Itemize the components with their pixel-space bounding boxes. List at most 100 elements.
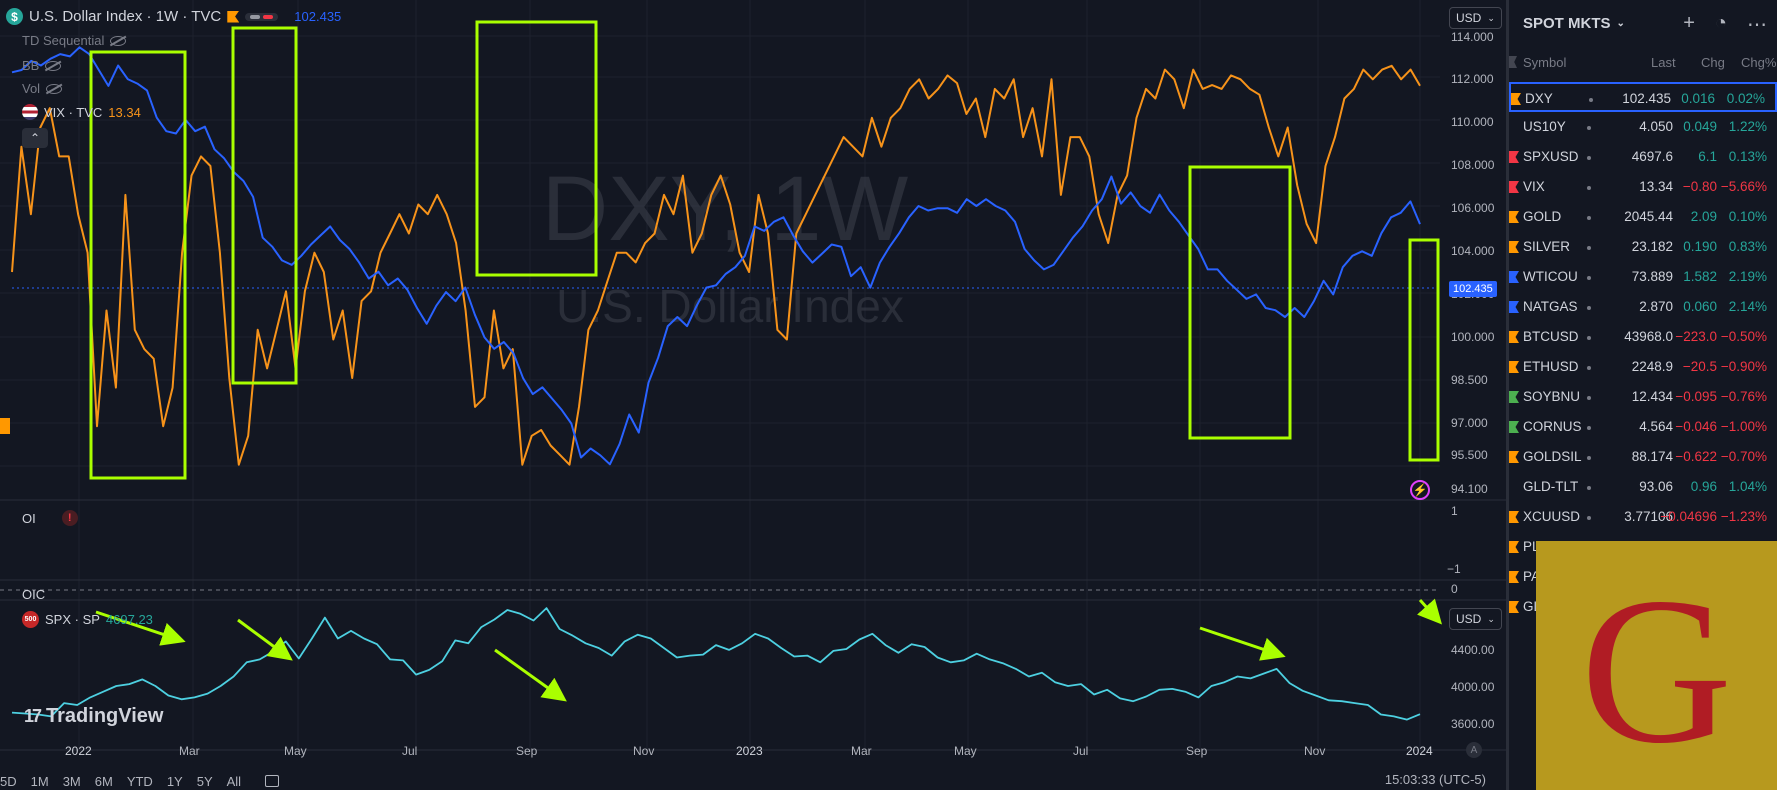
row-flag-icon[interactable] [1509,271,1519,283]
hidden-eye-icon[interactable] [45,60,62,71]
symbol-title[interactable]: U.S. Dollar Index · 1W · TVC [29,8,222,25]
lightning-icon[interactable]: ⚡ [1410,480,1430,500]
timestamp[interactable]: 15:03:33 (UTC-5) [1384,772,1486,787]
watchlist-row[interactable]: GOLDSIL 88.174 −0.622 −0.70% [1509,442,1777,472]
flag-icon[interactable] [227,10,240,23]
vix-legend[interactable]: VIX · TVC 13.34 [22,104,141,120]
watchlist-row[interactable]: DXY 102.435 0.016 0.02% [1509,82,1777,112]
oi-axis-top: 1 [1451,504,1458,518]
error-icon[interactable]: ! [61,510,78,526]
watchlist-row[interactable]: ETHUSD 2248.9 −20.5 −0.90% [1509,352,1777,382]
watchlist-row[interactable]: CORNUS 4.564 −0.046 −1.00% [1509,412,1777,442]
col-last[interactable]: Last [1651,55,1676,70]
row-flag-icon[interactable] [1509,541,1519,553]
flag-column-icon[interactable] [1509,56,1517,68]
row-chg-pct: −0.90% [1720,359,1767,374]
row-flag-icon[interactable] [1509,211,1519,223]
row-chg-pct: −0.76% [1720,389,1767,404]
col-chg-pct[interactable]: Chg% [1741,55,1777,70]
range-all[interactable]: All [226,773,242,789]
add-symbol-icon[interactable]: + [1683,12,1695,34]
range-5y[interactable]: 5Y [196,773,213,789]
row-flag-icon[interactable] [1509,181,1519,193]
row-flag-icon[interactable] [1509,391,1519,403]
bb-legend[interactable]: BB [22,58,62,73]
watchlist-row[interactable]: NATGAS 2.870 0.060 2.14% [1509,292,1777,322]
spx-currency-select[interactable]: USD ⌄ [1449,608,1502,630]
watchlist-row[interactable]: XCUUSD 3.77106 −0.04696 −1.23% [1509,502,1777,532]
row-last: 2248.9 [1631,359,1673,374]
price-axis-label: 94.100 [1451,482,1488,496]
row-chg: −0.80 [1682,179,1717,194]
currency-select[interactable]: USD ⌄ [1449,7,1502,29]
oi-legend[interactable]: OI ! [22,510,78,526]
row-flag-icon[interactable] [1509,301,1519,313]
range-5d[interactable]: 5D [0,773,17,789]
visibility-toggle-icon[interactable] [245,12,279,21]
us-flag-icon [22,104,38,120]
price-axis-label: 106.000 [1451,201,1495,215]
chevron-down-icon: ⌄ [1616,18,1625,29]
row-flag-icon[interactable] [1509,601,1519,613]
row-chg-pct: 2.19% [1728,269,1767,284]
range-6m[interactable]: 6M [94,773,113,789]
watchlist-row[interactable]: GLD-TLT 93.06 0.96 1.04% [1509,472,1777,502]
calendar-icon[interactable] [265,775,280,787]
watchlist-row[interactable]: US10Y 4.050 0.049 1.22% [1509,112,1777,142]
row-flag-icon[interactable] [1509,361,1519,373]
overlay-logo: G [1536,541,1777,790]
watchlist-row[interactable]: SILVER 23.182 0.190 0.83% [1509,232,1777,262]
row-flag-icon[interactable] [1509,331,1519,343]
price-axis-label: 108.000 [1451,158,1495,172]
chart-canvas[interactable]: DXY, 1W U.S. Dollar Index [0,0,1506,790]
row-flag-icon[interactable] [1509,571,1519,583]
watchlist-row[interactable]: SOYBNU 12.434 −0.095 −0.76% [1509,382,1777,412]
spx-legend[interactable]: 500 SPX · SP 4697.23 [22,611,153,628]
range-1m[interactable]: 1M [30,773,49,789]
row-symbol: NATGAS [1523,299,1578,314]
status-dot-icon [1587,486,1591,490]
range-3m[interactable]: 3M [62,773,81,789]
hidden-eye-icon[interactable] [110,35,127,46]
row-chg-pct: 0.83% [1728,239,1767,254]
trend-arrow [494,648,567,702]
spx-currency-label: USD [1456,612,1482,626]
watchlist-title[interactable]: SPOT MKTS ⌄ [1523,15,1625,32]
status-dot-icon [1587,426,1591,430]
oic-legend[interactable]: OIC [22,587,45,602]
more-options-icon[interactable]: ⋯ [1747,14,1767,36]
advanced-view-icon[interactable]: ◔ [1714,12,1727,34]
td-sequential-legend[interactable]: TD Sequential [22,33,127,48]
time-axis-label: Nov [1304,744,1326,758]
price-axis-label: 114.000 [1451,30,1494,44]
time-axis-label: May [284,744,307,758]
row-chg: 0.049 [1683,119,1717,134]
row-flag-icon[interactable] [1509,151,1519,163]
hidden-eye-icon[interactable] [46,83,63,94]
watchlist-row[interactable]: GOLD 2045.44 2.09 0.10% [1509,202,1777,232]
col-symbol[interactable]: Symbol [1523,55,1567,70]
col-chg[interactable]: Chg [1701,55,1725,70]
vol-legend[interactable]: Vol [22,81,63,96]
panel-divider[interactable] [1506,0,1509,790]
row-last: 4.050 [1639,119,1673,134]
row-flag-icon[interactable] [1511,93,1521,105]
range-ytd[interactable]: YTD [126,773,153,789]
auto-scale-button[interactable]: A [1466,742,1482,758]
collapse-legend-button[interactable]: ⌃ [22,128,48,148]
chart-area[interactable]: DXY, 1W U.S. Dollar Index $ U.S. Dollar I… [0,0,1506,790]
watchlist-row[interactable]: SPXUSD 4697.6 6.1 0.13% [1509,142,1777,172]
watchlist-row[interactable]: VIX 13.34 −0.80 −5.66% [1509,172,1777,202]
time-axis-label: 2022 [65,744,92,758]
watchlist-row[interactable]: BTCUSD 43968.0 −223.0 −0.50% [1509,322,1777,352]
row-chg-pct: −1.00% [1720,419,1767,434]
row-chg-pct: 0.10% [1728,209,1767,224]
status-dot-icon [1587,216,1591,220]
row-flag-icon[interactable] [1509,511,1519,523]
watchlist-row[interactable]: WTICOU 73.889 1.582 2.19% [1509,262,1777,292]
range-1y[interactable]: 1Y [166,773,183,789]
row-flag-icon[interactable] [1509,241,1519,253]
row-flag-icon[interactable] [1509,421,1519,433]
row-last: 93.06 [1639,479,1673,494]
row-flag-icon[interactable] [1509,451,1519,463]
